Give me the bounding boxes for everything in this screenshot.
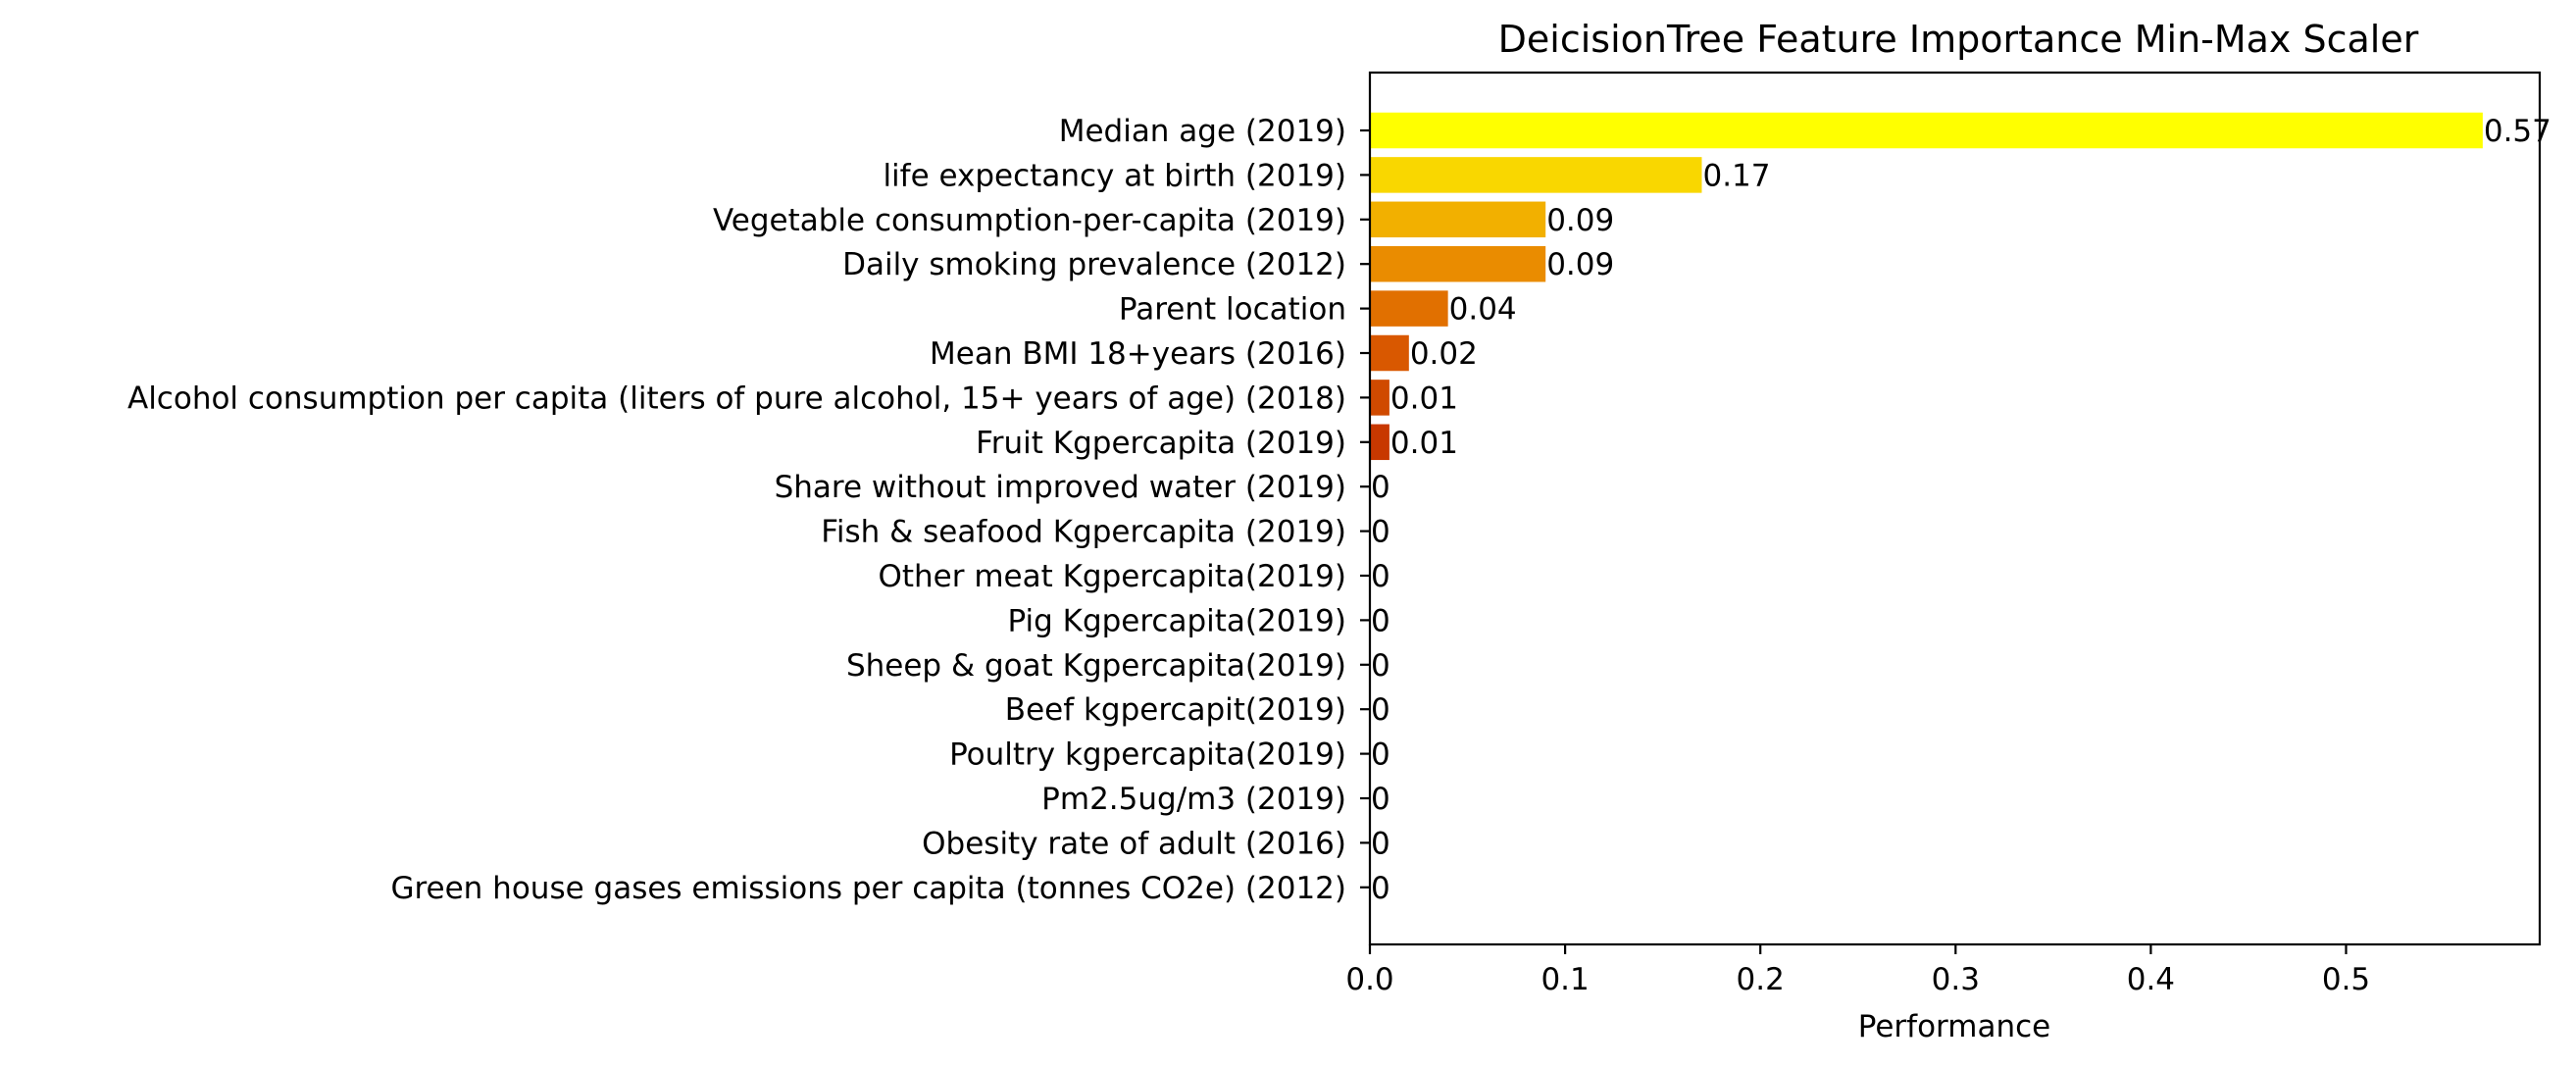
category-label: Alcohol consumption per capita (liters o… xyxy=(127,381,1346,416)
value-label: 0 xyxy=(1371,603,1390,638)
category-label: Vegetable consumption-per-capita (2019) xyxy=(713,203,1346,238)
x-tick-label: 0.0 xyxy=(1345,962,1393,997)
value-label: 0.01 xyxy=(1390,381,1458,416)
value-label: 0.09 xyxy=(1546,247,1614,282)
value-label: 0 xyxy=(1371,826,1390,861)
x-tick-label: 0.3 xyxy=(1932,962,1980,997)
bar xyxy=(1370,424,1389,461)
category-label: Share without improved water (2019) xyxy=(775,470,1346,505)
value-label: 0 xyxy=(1371,515,1390,550)
value-label: 0.01 xyxy=(1390,426,1458,461)
category-label: Daily smoking prevalence (2012) xyxy=(842,247,1346,282)
category-label: Pm2.5ug/m3 (2019) xyxy=(1041,782,1346,817)
category-label: Fruit Kgpercapita (2019) xyxy=(976,426,1346,461)
y-axis-category-labels: Median age (2019) life expectancy at birt… xyxy=(127,114,1370,906)
bar xyxy=(1370,290,1448,327)
value-label: 0 xyxy=(1371,782,1390,817)
category-label: Green house gases emissions per capita (… xyxy=(390,871,1346,906)
value-label: 0.09 xyxy=(1546,203,1614,238)
x-tick-label: 0.4 xyxy=(2127,962,2175,997)
category-label: Parent location xyxy=(1119,292,1346,328)
value-label: 0 xyxy=(1371,692,1390,728)
value-label: 0 xyxy=(1371,737,1390,773)
category-label: Fish & seafood Kgpercapita (2019) xyxy=(821,515,1346,550)
category-label: Pig Kgpercapita(2019) xyxy=(1007,603,1346,638)
x-tick-label: 0.5 xyxy=(2322,962,2370,997)
category-label: Mean BMI 18+years (2016) xyxy=(930,336,1346,372)
value-label: 0.17 xyxy=(1702,158,1770,193)
bar xyxy=(1370,201,1546,238)
value-label: 0 xyxy=(1371,871,1390,906)
bar xyxy=(1370,245,1546,282)
chart-title: DeicisionTree Feature Importance Min-Max… xyxy=(1498,18,2419,61)
category-label: Beef kgpercapit(2019) xyxy=(1005,692,1346,728)
value-label: 0.57 xyxy=(2484,114,2551,149)
value-label: 0 xyxy=(1371,470,1390,505)
value-label: 0.04 xyxy=(1449,292,1517,328)
bar xyxy=(1370,157,1702,193)
bars-layer: 0.570.170.090.090.040.020.010.0100000000… xyxy=(1370,112,2551,906)
x-tick-label: 0.2 xyxy=(1737,962,1785,997)
category-label: life expectancy at birth (2019) xyxy=(883,158,1346,193)
bar xyxy=(1370,380,1389,416)
bar xyxy=(1370,334,1409,372)
value-label: 0 xyxy=(1371,559,1390,594)
category-label: Other meat Kgpercapita(2019) xyxy=(878,559,1346,594)
category-label: Median age (2019) xyxy=(1059,114,1346,149)
x-axis-label: Performance xyxy=(1858,1009,2050,1044)
value-label: 0.02 xyxy=(1410,336,1478,372)
category-label: Sheep & goat Kgpercapita(2019) xyxy=(846,648,1346,684)
category-label: Poultry kgpercapita(2019) xyxy=(949,737,1346,773)
value-label: 0 xyxy=(1371,648,1390,684)
bar xyxy=(1370,112,2483,149)
x-axis-ticks: 0.0 0.1 0.2 0.3 0.4 0.5 xyxy=(1345,944,2370,997)
plot-frame xyxy=(1368,71,2542,946)
x-tick-label: 0.1 xyxy=(1541,962,1589,997)
category-label: Obesity rate of adult (2016) xyxy=(922,826,1346,861)
